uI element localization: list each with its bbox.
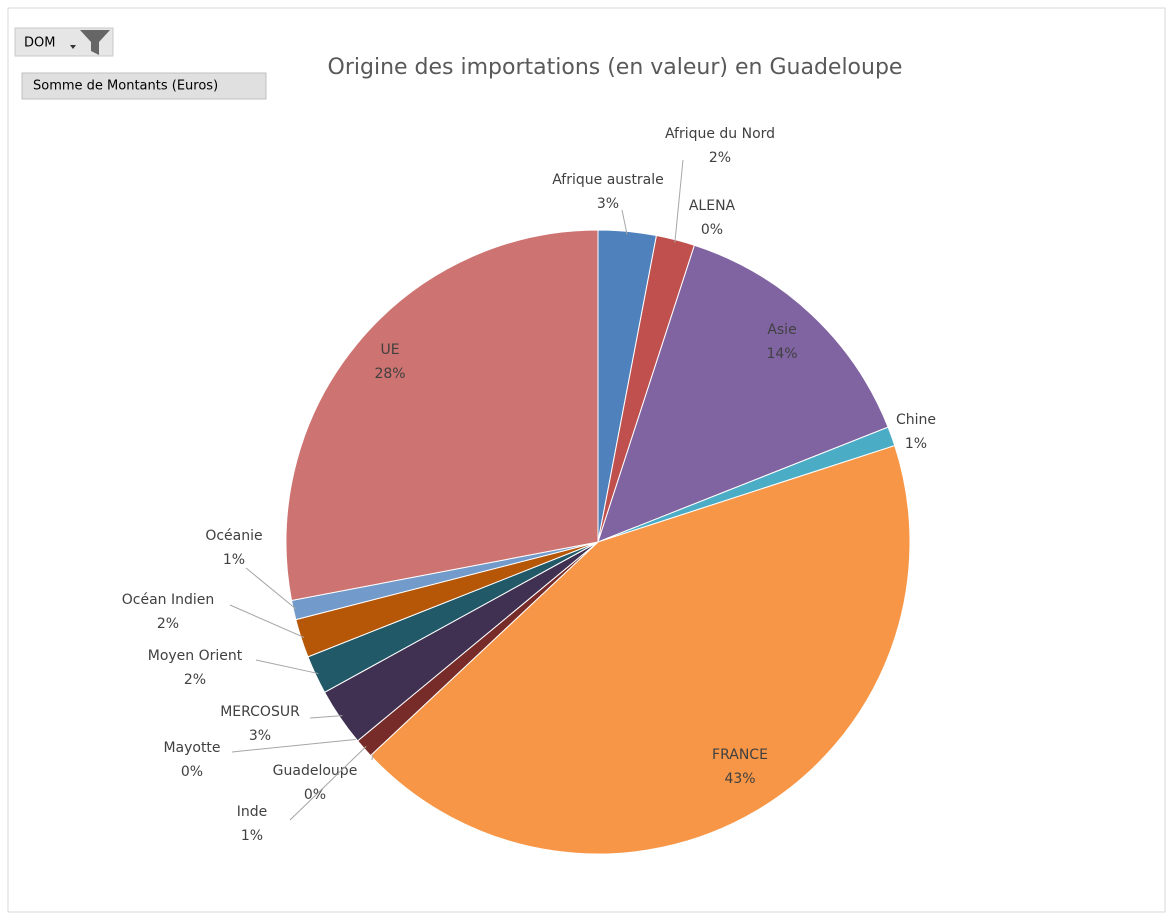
data-label-value: 1% (241, 828, 263, 844)
data-label-name: MERCOSUR (220, 704, 300, 720)
filter-icon[interactable] (80, 30, 110, 55)
leader-line (309, 715, 343, 719)
data-label-name: Inde (237, 804, 268, 820)
data-label-name: UE (380, 342, 399, 358)
data-label-name: Mayotte (163, 740, 220, 756)
dropdown-arrow[interactable] (70, 45, 76, 49)
leader-line (371, 753, 374, 761)
data-label-name: Afrique australe (552, 172, 664, 188)
data-label-value: 2% (157, 616, 179, 632)
data-label-value: 3% (597, 196, 619, 212)
data-label-name: Guadeloupe (273, 763, 358, 779)
data-label-value: 2% (184, 672, 206, 688)
pie-slice (597, 244, 889, 543)
pie-slice (285, 229, 599, 602)
leader-line (621, 209, 628, 235)
leader-line (229, 604, 305, 638)
data-label-name: Chine (896, 412, 936, 428)
data-label-name: Asie (767, 322, 796, 338)
value-field-label[interactable]: Somme de Montants (Euros) (33, 79, 218, 94)
data-label-name: Afrique du Nord (665, 126, 775, 142)
data-label-value: 1% (905, 436, 927, 452)
data-label-value: 43% (724, 771, 755, 787)
leader-line (289, 745, 367, 821)
value-field-button[interactable] (21, 72, 267, 100)
chart-title: Origine des importations (en valeur) en … (328, 55, 903, 80)
leader-line (245, 567, 297, 610)
leader-line (674, 159, 684, 243)
data-label-value: 0% (304, 787, 326, 803)
data-label-value: 2% (709, 150, 731, 166)
data-label-name: Moyen Orient (148, 648, 243, 664)
data-label-value: 3% (249, 728, 271, 744)
data-label-value: 14% (766, 346, 797, 362)
data-label-value: 0% (701, 222, 723, 238)
data-label-name: ALENA (689, 198, 736, 214)
pie-slice (369, 444, 911, 855)
data-label-name: Océan Indien (122, 592, 215, 608)
filter-button-label[interactable]: DOM (24, 36, 55, 51)
leader-line (231, 738, 360, 753)
leader-line (255, 659, 319, 675)
data-label-value: 0% (181, 764, 203, 780)
data-label-value: 1% (223, 552, 245, 568)
data-label-value: 28% (374, 366, 405, 382)
filter-button[interactable]: DOM (14, 27, 114, 57)
data-label-name: FRANCE (712, 747, 768, 763)
data-label-name: Océanie (205, 528, 262, 544)
